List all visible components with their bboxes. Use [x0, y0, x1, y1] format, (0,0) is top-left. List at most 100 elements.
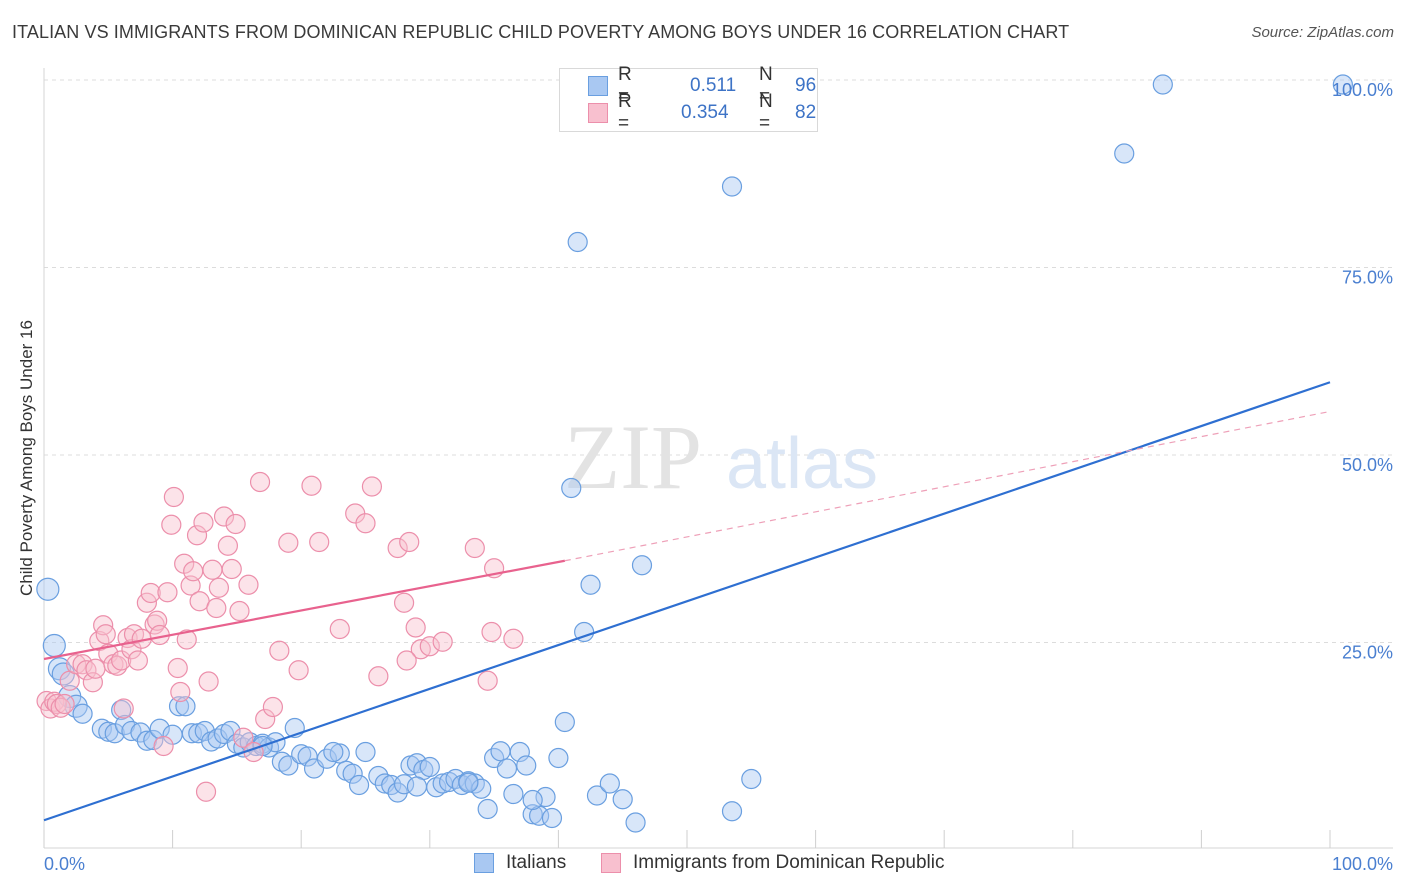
x-tick-label: 100.0% [1332, 854, 1393, 874]
y-tick-label: 50.0% [1342, 455, 1393, 475]
italians-point [741, 768, 762, 790]
italians-point [445, 768, 466, 790]
dominican-point [213, 506, 235, 527]
dominican-point [405, 617, 426, 638]
italians-point [464, 773, 485, 794]
dominican-point [206, 597, 227, 619]
watermark-zip: ZIP [564, 406, 702, 508]
italians-point [586, 785, 608, 806]
legend-swatch-dominican [588, 103, 608, 123]
italians-point [631, 555, 653, 576]
dominican-point [503, 628, 524, 649]
dominican-point [361, 476, 383, 497]
dominican-point [153, 735, 174, 757]
italians-point [477, 798, 498, 820]
italians-trend-line [43, 381, 1331, 822]
italians-point [348, 774, 370, 796]
dominican-point [221, 558, 242, 580]
dominican-point [329, 618, 350, 640]
italians-point [130, 722, 151, 743]
italians-point [509, 741, 530, 763]
x-tick-labels: 0.0% 100.0% [44, 854, 1393, 874]
italians-point [271, 751, 293, 772]
legend-n-value: 82 [795, 102, 817, 123]
dominican-point [95, 624, 116, 645]
dominican-point [66, 654, 87, 675]
dominican-point [72, 654, 93, 675]
dominican-point [50, 697, 71, 718]
legend-label-dominican: Immigrants from Dominican Republic [633, 852, 945, 873]
dominican-point [183, 561, 204, 582]
italians-point [36, 577, 60, 601]
dominican-point [127, 650, 148, 671]
dominican-point [217, 535, 238, 556]
dominican-point [140, 582, 161, 604]
italians-point [522, 804, 543, 825]
italians-point [406, 776, 428, 797]
italians-point [419, 756, 440, 778]
dominican-point [229, 600, 250, 622]
italians-point [496, 758, 518, 779]
italians-point [554, 711, 575, 733]
legend-item-dominican[interactable]: Immigrants from Dominican Republic [601, 852, 945, 874]
italians-point [149, 718, 170, 739]
dominican-point [193, 512, 214, 533]
italians-point [548, 747, 569, 769]
dominican-point [309, 531, 330, 553]
italians-point [181, 723, 202, 744]
dominican-point [278, 532, 299, 553]
italians-point [104, 723, 125, 744]
dominican-point [113, 698, 134, 719]
dominican-point [288, 660, 309, 681]
legend-n-value: 96 [795, 75, 817, 96]
legend-swatch-italians [588, 76, 608, 96]
dominican-point [301, 475, 322, 496]
legend-r-value: 0.511 [690, 75, 737, 96]
italians-point [278, 755, 299, 776]
italians-point [1332, 74, 1353, 95]
italians-point [393, 774, 415, 795]
dominican-point [157, 582, 178, 603]
dominican-point [46, 693, 67, 715]
italians-point [168, 696, 190, 717]
dominican-point [249, 471, 271, 493]
legend-n-label: N = [759, 64, 773, 107]
italians-point [194, 720, 215, 742]
italians-point [323, 741, 344, 763]
y-tick-label: 75.0% [1342, 268, 1393, 288]
dominican-point [170, 681, 191, 703]
dominican-point [238, 574, 259, 595]
dominican-point [167, 657, 188, 679]
dominican-point [163, 486, 184, 508]
watermark-atlas: atlas [726, 424, 878, 504]
dominican-point [202, 559, 223, 580]
series-italians-points [36, 74, 1353, 833]
legend-r-label: R = [618, 64, 632, 107]
legend-item-italians[interactable]: Italians [474, 852, 566, 874]
italians-point [599, 773, 620, 794]
italians-point [721, 176, 743, 197]
dominican-point [464, 537, 485, 559]
dominican-point [419, 636, 440, 657]
dominican-point [399, 531, 420, 553]
dominican-point [225, 513, 246, 535]
italians-point [143, 729, 164, 751]
italians-point [516, 755, 537, 776]
series-legend: Italians Immigrants from Dominican Repub… [0, 852, 1406, 878]
dominican-point [262, 696, 284, 718]
dominican-point [387, 537, 408, 559]
watermark: ZIP atlas [564, 406, 878, 508]
italians-point [721, 801, 743, 822]
chart-title: ITALIAN VS IMMIGRANTS FROM DOMINICAN REP… [12, 22, 1070, 42]
italians-point [522, 789, 543, 811]
dominican-point [54, 693, 75, 715]
dominican-trend-line [43, 559, 566, 661]
italians-point [342, 763, 363, 784]
x-tick-label: 0.0% [44, 854, 85, 874]
italians-point [471, 778, 492, 799]
dominican-point [393, 592, 415, 613]
italians-point [355, 741, 376, 763]
italians-point [503, 783, 524, 805]
italians-point [72, 703, 93, 724]
